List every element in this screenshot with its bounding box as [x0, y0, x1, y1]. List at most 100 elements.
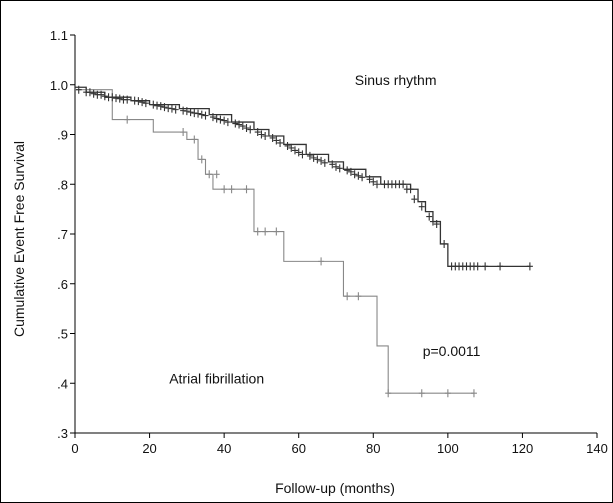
censor-mark-sinus-rhythm	[221, 116, 228, 125]
censor-mark-sinus-rhythm	[75, 85, 82, 94]
censor-mark-sinus-rhythm	[150, 100, 157, 109]
censor-mark-sinus-rhythm	[314, 155, 321, 164]
censor-mark-atrial-fibrillation	[180, 128, 187, 137]
censor-mark-sinus-rhythm	[299, 150, 306, 159]
y-tick-label-0: .3	[57, 426, 68, 441]
censor-mark-sinus-rhythm	[213, 114, 220, 123]
censor-mark-sinus-rhythm	[310, 153, 317, 162]
censor-mark-sinus-rhythm	[161, 103, 168, 112]
x-tick-label-120: 120	[512, 441, 534, 456]
censor-mark-atrial-fibrillation	[418, 389, 425, 398]
censor-mark-sinus-rhythm	[347, 167, 354, 176]
censor-mark-sinus-rhythm	[359, 173, 366, 182]
censor-mark-sinus-rhythm	[157, 102, 164, 111]
censor-mark-atrial-fibrillation	[243, 185, 250, 194]
x-axis-label: Follow-up (months)	[275, 480, 395, 496]
x-tick-label-100: 100	[437, 441, 459, 456]
x-tick-label-140: 140	[586, 441, 608, 456]
censor-mark-atrial-fibrillation	[124, 115, 131, 124]
x-tick-label-20: 20	[142, 441, 156, 456]
censor-mark-sinus-rhythm	[370, 177, 377, 186]
censor-mark-sinus-rhythm	[351, 170, 358, 179]
censor-mark-sinus-rhythm	[433, 220, 440, 229]
censor-mark-atrial-fibrillation	[221, 185, 228, 194]
censor-mark-atrial-fibrillation	[344, 292, 351, 301]
censor-mark-sinus-rhythm	[497, 262, 504, 271]
censor-mark-sinus-rhythm	[336, 164, 343, 173]
y-tick-label-3: .6	[57, 277, 68, 292]
censor-marks	[75, 85, 533, 398]
censor-mark-sinus-rhythm	[139, 98, 146, 107]
y-axis-label: Cumulative Event Free Survival	[11, 141, 27, 337]
censor-mark-sinus-rhythm	[243, 124, 250, 133]
censor-mark-sinus-rhythm	[86, 88, 93, 97]
censor-mark-sinus-rhythm	[90, 89, 97, 98]
censor-mark-sinus-rhythm	[284, 141, 291, 150]
censor-mark-atrial-fibrillation	[213, 170, 220, 179]
censor-mark-sinus-rhythm	[288, 143, 295, 152]
censor-mark-atrial-fibrillation	[206, 170, 213, 179]
censor-mark-sinus-rhythm	[273, 136, 280, 145]
censor-mark-sinus-rhythm	[109, 93, 116, 102]
censor-mark-sinus-rhythm	[172, 105, 179, 114]
censor-mark-atrial-fibrillation	[262, 227, 269, 236]
censor-mark-sinus-rhythm	[429, 217, 436, 226]
censor-mark-sinus-rhythm	[374, 180, 381, 189]
censor-mark-sinus-rhythm	[366, 175, 373, 184]
censor-mark-sinus-rhythm	[355, 171, 362, 180]
censor-mark-sinus-rhythm	[209, 113, 216, 122]
censor-mark-sinus-rhythm	[333, 162, 339, 171]
censor-mark-sinus-rhythm	[344, 166, 351, 175]
axes: 0 20 40 60 80 100 120 140 .3 .4 .5 .6 .7 .8 .9 1.0 1.1	[50, 28, 608, 456]
censor-mark-sinus-rhythm	[236, 120, 243, 129]
censor-mark-sinus-rhythm	[474, 262, 481, 271]
censor-mark-atrial-fibrillation	[228, 185, 235, 194]
censor-mark-sinus-rhythm	[195, 109, 202, 118]
censor-mark-sinus-rhythm	[418, 202, 425, 211]
censor-mark-sinus-rhythm	[441, 239, 448, 248]
censor-mark-sinus-rhythm	[101, 92, 108, 101]
censor-mark-atrial-fibrillation	[355, 292, 362, 301]
censor-mark-sinus-rhythm	[321, 158, 328, 167]
x-tick-label-60: 60	[291, 441, 305, 456]
censor-mark-sinus-rhythm	[124, 95, 131, 104]
y-tick-label-6: .9	[57, 128, 68, 143]
censor-mark-sinus-rhythm	[168, 104, 175, 113]
y-tick-label-4: .7	[57, 227, 68, 242]
curve-sinus-rhythm	[75, 86, 530, 267]
censor-mark-sinus-rhythm	[202, 111, 209, 120]
censor-mark-sinus-rhythm	[254, 128, 261, 137]
censor-mark-sinus-rhythm	[277, 138, 284, 147]
censor-mark-sinus-rhythm	[224, 118, 231, 127]
censor-mark-sinus-rhythm	[116, 94, 123, 103]
y-tick-label-7: 1.0	[50, 78, 68, 93]
y-tick-label-5: .8	[57, 177, 68, 192]
censor-mark-sinus-rhythm	[258, 130, 265, 139]
censor-mark-sinus-rhythm	[135, 97, 142, 106]
censor-mark-atrial-fibrillation	[444, 389, 451, 398]
censor-mark-sinus-rhythm	[142, 99, 149, 108]
censor-mark-sinus-rhythm	[232, 119, 239, 128]
censor-mark-sinus-rhythm	[183, 107, 190, 116]
annotation-atrial-fibrillation: Atrial fibrillation	[169, 370, 264, 386]
y-tick-label-1: .4	[57, 376, 68, 391]
censor-mark-atrial-fibrillation	[470, 389, 477, 398]
censor-mark-sinus-rhythm	[187, 108, 194, 117]
survival-curves	[75, 86, 530, 394]
censor-mark-sinus-rhythm	[329, 160, 336, 169]
censor-mark-sinus-rhythm	[407, 185, 414, 194]
censor-mark-atrial-fibrillation	[191, 135, 198, 144]
annotation-p-value: p=0.0011	[423, 343, 481, 359]
censor-mark-atrial-fibrillation	[254, 227, 261, 236]
x-tick-label-0: 0	[71, 441, 78, 456]
censor-mark-atrial-fibrillation	[273, 227, 280, 236]
censor-mark-sinus-rhythm	[217, 115, 224, 124]
censor-mark-sinus-rhythm	[318, 156, 325, 165]
y-tick-label-2: .5	[57, 327, 68, 342]
censor-mark-sinus-rhythm	[482, 262, 489, 271]
censor-mark-sinus-rhythm	[526, 262, 533, 271]
censor-mark-sinus-rhythm	[411, 195, 418, 204]
curve-atrial-fibrillation	[75, 89, 474, 394]
censor-mark-sinus-rhythm	[295, 148, 302, 157]
